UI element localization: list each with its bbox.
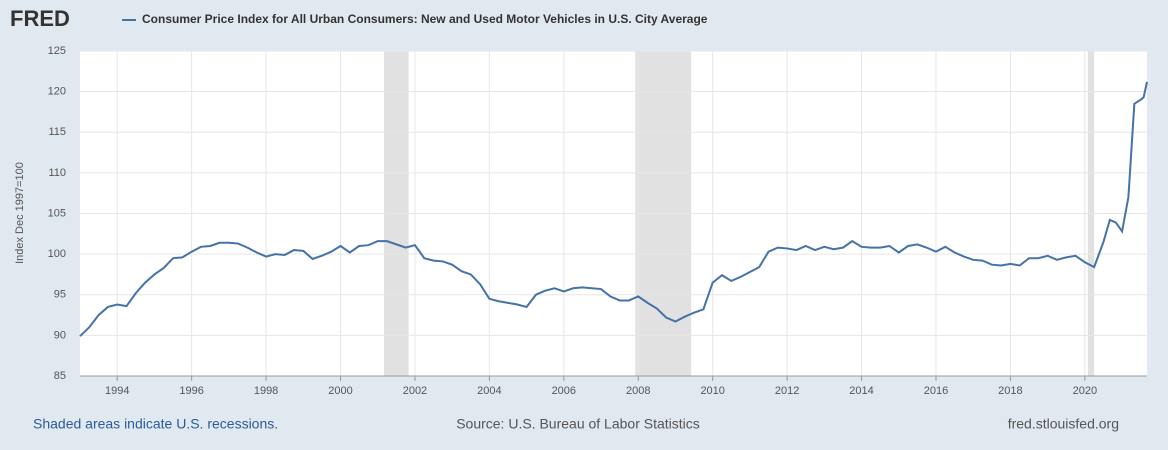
footer-url: fred.stlouisfed.org [1008,416,1119,432]
x-tick-label: 2020 [1073,385,1097,397]
x-tick-label: 2004 [477,385,501,397]
x-tick-label: 2008 [626,385,650,397]
y-tick-label: 95 [54,289,66,301]
x-tick-label: 2000 [328,385,352,397]
x-tick-label: 2016 [924,385,948,397]
y-tick-label: 105 [48,207,66,219]
x-tick-label: 1996 [179,385,203,397]
y-tick-label: 85 [54,370,66,382]
footer-source: Source: U.S. Bureau of Labor Statistics [456,416,700,432]
data-line [79,81,1148,337]
x-tick-label: 2010 [700,385,724,397]
legend-label: Consumer Price Index for All Urban Consu… [142,12,708,26]
y-tick-label: 120 [48,86,66,98]
x-tick-label: 2002 [403,385,427,397]
y-axis-label: Index Dec 1997=100 [14,162,26,264]
logo: FRED [10,6,70,31]
y-tick-label: 90 [54,329,66,341]
y-tick-label: 115 [48,126,66,138]
x-tick-label: 1994 [105,385,129,397]
y-tick-label: 110 [48,167,66,179]
x-tick-label: 2014 [849,385,873,397]
y-tick-label: 125 [48,45,66,57]
x-tick-label: 2018 [998,385,1022,397]
y-tick-label: 100 [48,248,66,260]
x-tick-label: 2006 [552,385,576,397]
x-tick-label: 2012 [775,385,799,397]
x-tick-label: 1998 [254,385,278,397]
footer-note: Shaded areas indicate U.S. recessions. [33,416,278,432]
